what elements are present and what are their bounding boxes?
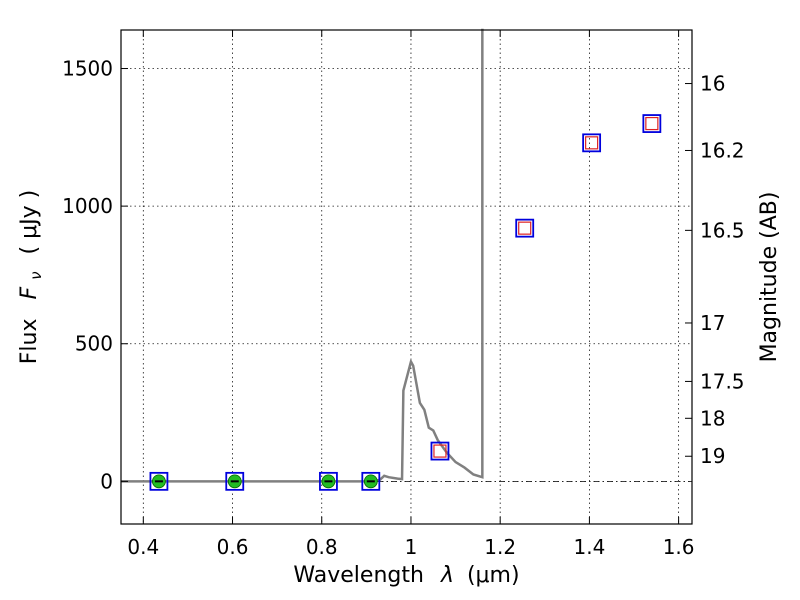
y-axis-label-subscript: ν (27, 271, 45, 279)
grid (121, 30, 692, 524)
x-tick-label: 0.6 (217, 535, 249, 559)
magnitude-tick-label: 16 (700, 72, 725, 96)
x-tick-label: 0.4 (127, 535, 159, 559)
magnitude-tick-label: 17.5 (700, 369, 745, 393)
y-axis-label-symbol: F (17, 286, 42, 299)
x-axis-label: Wavelength λ (μm) (293, 563, 519, 588)
model-flux-marker (585, 136, 599, 150)
axis-ticks: 0.4 0.6 0.8 1 1.2 1.4 1.6 0 500 1000 1500 16 16.2 16.… (62, 30, 745, 559)
observed-flux-marker (642, 114, 662, 133)
observed-flux-marker (319, 471, 338, 491)
observed-flux-marker (225, 471, 245, 491)
observed-flux-marker (515, 218, 535, 238)
x-tick-label: 0.8 (306, 535, 338, 559)
observed-flux-marker (149, 471, 169, 491)
model-flux-marker (433, 444, 447, 458)
y-axis-label: Flux F ν ( μJy ) (17, 190, 47, 364)
observed-flux-marker (430, 441, 450, 461)
magnitude-tick-label: 16.5 (700, 218, 745, 242)
magnitude-tick-label: 17 (700, 311, 725, 335)
magnitude-tick-label: 19 (700, 444, 725, 468)
model-spectrum-line (121, 28, 484, 483)
magnitude-tick-label: 18 (700, 406, 725, 430)
y-tick-label: 1500 (62, 57, 113, 81)
x-axis-label-symbol: λ (440, 563, 454, 588)
y-axis-label-main: Flux (17, 318, 42, 364)
data-layer (121, 28, 662, 491)
x-axis-label-main: Wavelength (293, 563, 424, 588)
observed-flux-marker (582, 133, 602, 153)
observed-flux-marker (361, 471, 381, 491)
y-tick-label: 1000 (62, 194, 113, 218)
plot-frame (120, 29, 693, 525)
y-tick-label: 500 (75, 332, 113, 356)
x-axis-label-unit: (μm) (467, 563, 520, 588)
model-flux-marker (645, 116, 659, 131)
magnitude-axis-label: Magnitude (AB) (757, 192, 782, 363)
y-axis-label-unit: ( μJy ) (17, 190, 42, 255)
y-tick-label: 0 (100, 469, 113, 493)
x-tick-label: 1.4 (573, 535, 605, 559)
x-tick-label: 1.2 (484, 535, 516, 559)
x-tick-label: 1 (405, 535, 418, 559)
magnitude-tick-label: 16.2 (700, 138, 745, 162)
x-tick-label: 1.6 (663, 535, 695, 559)
model-flux-marker (518, 221, 532, 235)
